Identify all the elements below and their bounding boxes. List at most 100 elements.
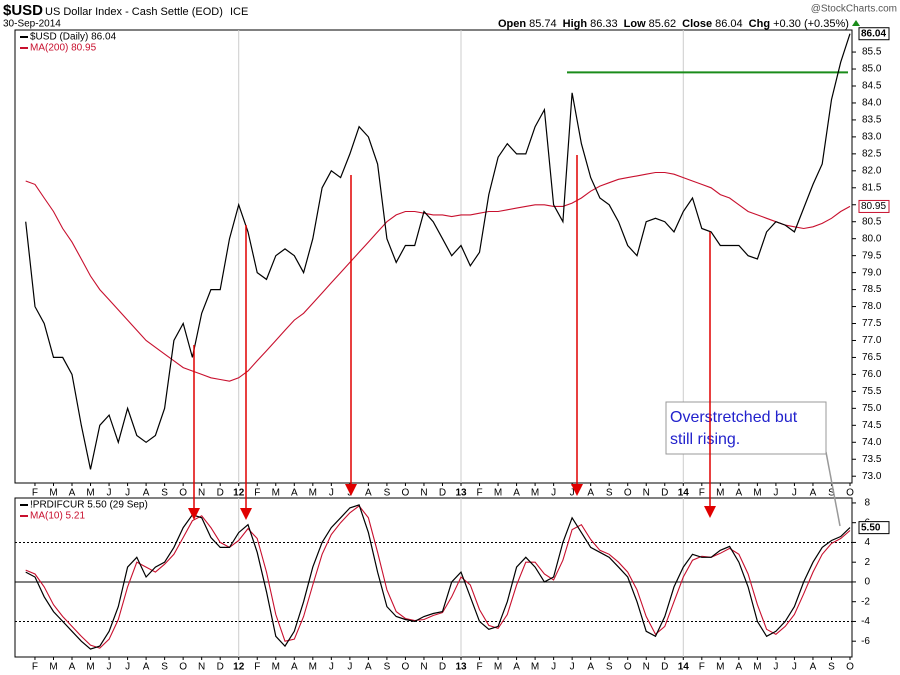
x-tick-label: A [810,488,817,499]
y-tick-label: 78.0 [862,301,882,312]
x-tick-label: J [125,488,130,499]
legend-label: MA(200) 80.95 [30,43,97,54]
x-tick-label: O [179,488,187,499]
x-tick-label: S [828,488,835,499]
x-tick-label: F [32,488,38,499]
y-tick-label: 78.5 [862,284,882,295]
x-tick-label: D [217,488,224,499]
x-tick-label: O [846,662,854,673]
y-tick-label: 76.0 [862,369,882,380]
x-tick-label: A [587,662,594,673]
value-tag-box [858,199,890,213]
y-tick-label: 0 [864,577,870,588]
x-tick-label: J [792,488,797,499]
description: US Dollar Index - Cash Settle (EOD) [45,6,223,18]
x-tick-label: J [773,662,778,673]
arrowhead [240,508,252,520]
x-tick-label: S [384,662,391,673]
symbol: $USD [3,2,43,19]
x-tick-label: S [606,488,613,499]
y-tick-label: 81.5 [862,182,882,193]
x-tick-label: 14 [678,488,690,499]
y-tick-label: -6 [861,636,870,647]
x-tick-label: J [125,662,130,673]
arrowhead [571,484,583,496]
x-tick-label: O [402,488,410,499]
x-tick-label: M [753,488,761,499]
x-tick-label: M [272,488,280,499]
value-tag: 80.95 [861,201,886,212]
y-tick-label: 79.5 [862,250,882,261]
x-tick-label: M [86,662,94,673]
y-tick-label: 83.0 [862,132,882,143]
x-tick-label: A [365,662,372,673]
quote-value: 85.62 [649,18,677,30]
x-tick-label: 13 [455,662,467,673]
x-tick-label: D [661,662,668,673]
y-tick-label: 85.5 [862,47,882,58]
x-tick-label: A [291,488,298,499]
x-tick-label: D [217,662,224,673]
x-tick-label: M [309,488,317,499]
x-tick-label: S [606,662,613,673]
y-tick-label: 84.0 [862,98,882,109]
y-tick-label: 75.0 [862,403,882,414]
legend-label: $USD (Daily) 86.04 [30,32,117,43]
quote-value: 86.04 [715,18,743,30]
x-tick-label: A [513,662,520,673]
x-tick-label: F [476,662,482,673]
x-tick-label: F [254,488,260,499]
x-tick-label: D [439,662,446,673]
legend-label: !PRDIFCUR 5.50 (29 Sep) [30,500,148,511]
y-tick-label: -2 [861,596,870,607]
y-tick-label: 83.5 [862,115,882,126]
x-tick-label: 12 [233,488,245,499]
series-line [25,171,851,382]
x-tick-label: J [773,488,778,499]
y-tick-label: 84.5 [862,81,882,92]
plot-area [14,497,853,658]
y-tick-label: 73.0 [862,471,882,482]
x-tick-label: M [716,488,724,499]
annotation-box [665,401,827,455]
x-tick-label: M [309,662,317,673]
x-tick-label: D [439,488,446,499]
x-tick-label: M [531,488,539,499]
quote-label: Chg [749,18,770,30]
x-tick-label: J [107,662,112,673]
x-tick-label: M [753,662,761,673]
x-tick-label: M [716,662,724,673]
x-tick-label: O [624,488,632,499]
x-tick-label: M [494,488,502,499]
x-tick-label: A [143,488,150,499]
x-tick-label: N [198,662,205,673]
x-tick-label: 14 [678,662,690,673]
series-line [25,504,851,650]
x-tick-label: A [291,662,298,673]
x-tick-label: A [69,488,76,499]
y-tick-label: 73.5 [862,454,882,465]
quote-label: Low [624,18,646,30]
quote-label: Open [498,18,526,30]
arrowhead [188,508,200,520]
quote-value: 86.33 [590,18,618,30]
x-tick-label: D [661,488,668,499]
y-tick-label: 77.5 [862,318,882,329]
x-tick-label: J [792,662,797,673]
x-tick-label: F [254,662,260,673]
x-tick-label: J [347,662,352,673]
x-tick-label: A [736,662,743,673]
y-tick-label: 2 [864,557,870,568]
value-tag: 86.04 [861,28,886,39]
quote: Open 85.74 High 86.33 Low 85.62 Close 86.04 Chg +… [498,18,849,30]
annotation-pointer [825,451,841,527]
x-tick-label: O [402,662,410,673]
value-tag: 5.50 [861,522,881,533]
annotation-text: still rising. [670,431,740,448]
x-tick-label: M [272,662,280,673]
y-tick-label: 77.0 [862,335,882,346]
x-tick-label: A [365,488,372,499]
y-tick-label: 82.5 [862,148,882,159]
quote-label: High [563,18,588,30]
